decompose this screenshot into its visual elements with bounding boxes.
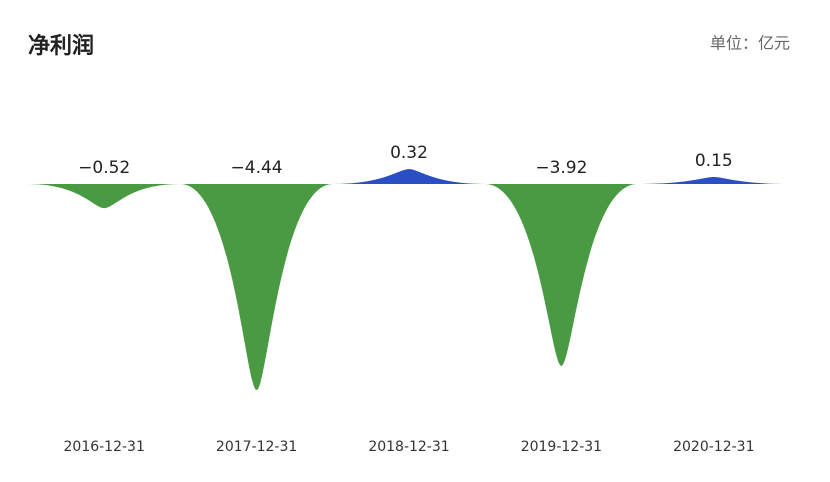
value-label: −3.92	[535, 158, 587, 178]
value-label: −4.44	[231, 158, 283, 178]
chart-title: 净利润	[28, 33, 94, 59]
x-tick-label: 2020-12-31	[673, 439, 754, 455]
value-label: −0.52	[78, 158, 130, 178]
x-tick-label: 2016-12-31	[64, 439, 145, 455]
spike	[485, 184, 638, 366]
unit-label: 单位：亿元	[710, 34, 790, 53]
value-label: 0.32	[390, 143, 428, 163]
value-label: 0.15	[695, 151, 733, 171]
x-tick-label: 2018-12-31	[368, 439, 449, 455]
x-tick-label: 2017-12-31	[216, 439, 297, 455]
spike	[28, 184, 181, 209]
spike	[637, 177, 790, 184]
x-tick-label: 2019-12-31	[521, 439, 602, 455]
spike	[332, 169, 486, 184]
spike	[180, 184, 333, 390]
